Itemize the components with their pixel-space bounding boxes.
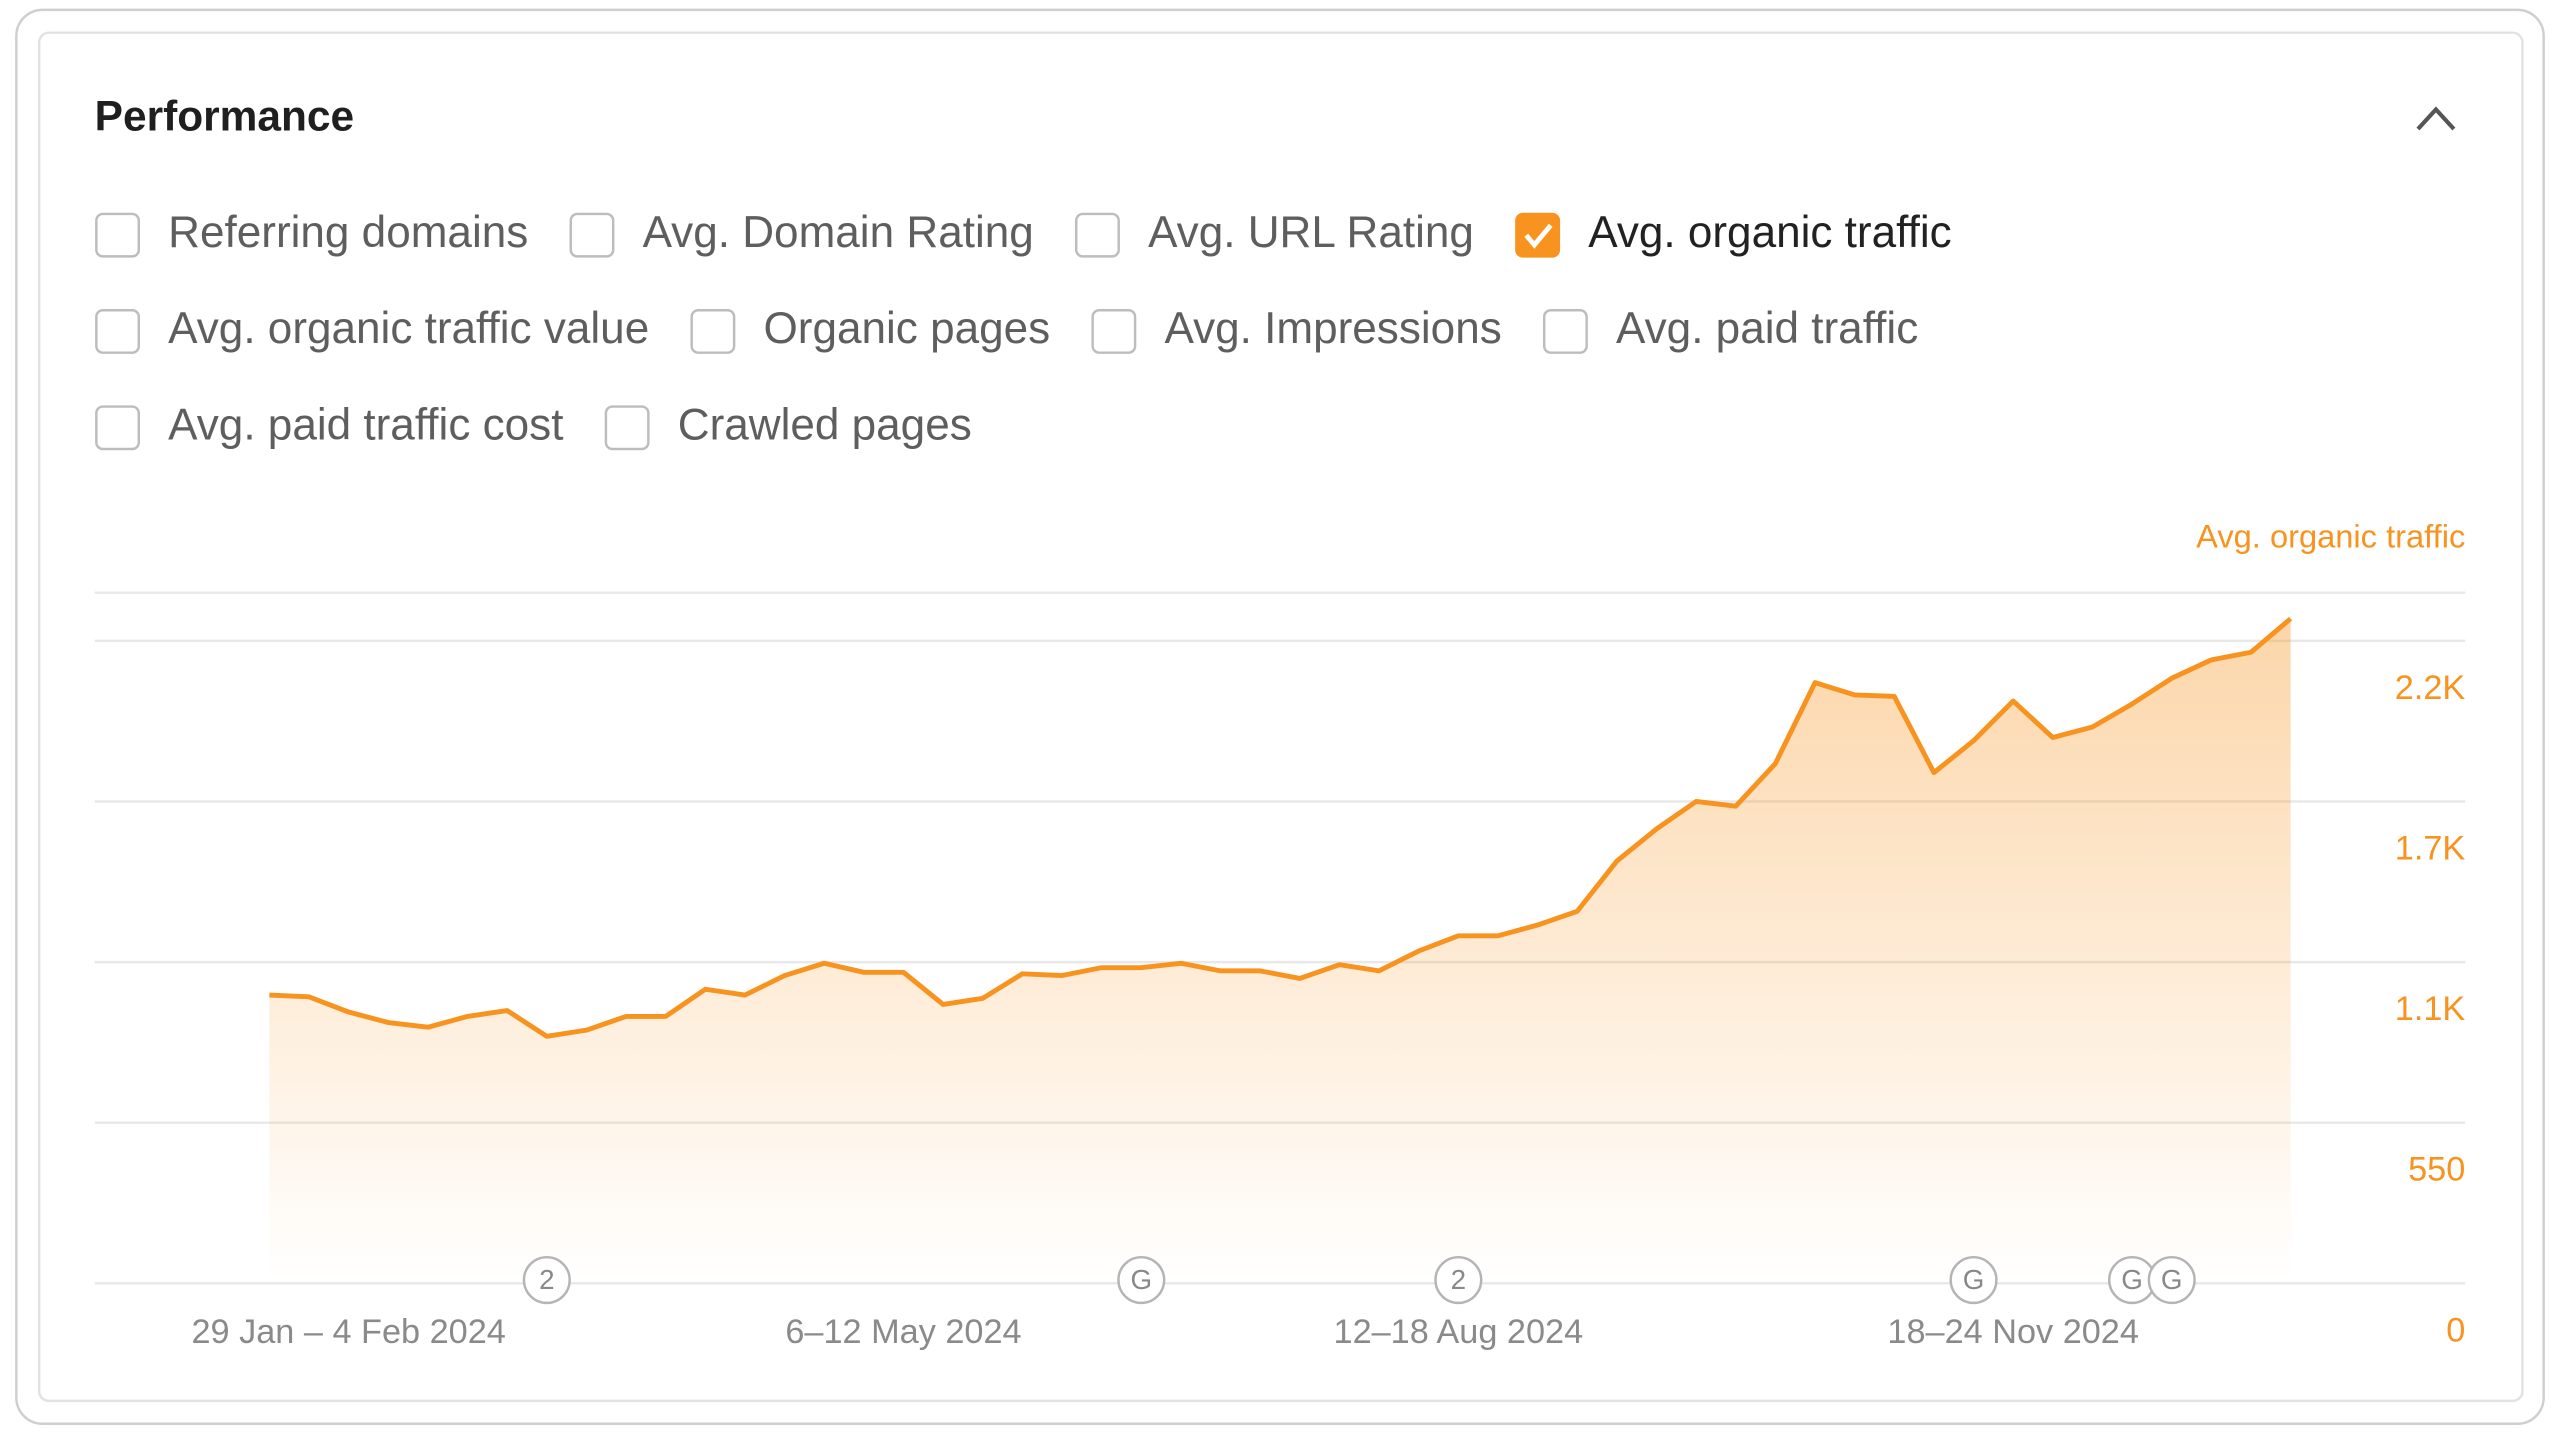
filter-option[interactable]: Avg. paid traffic bbox=[1542, 304, 1918, 354]
event-label[interactable]: 2 bbox=[539, 1264, 554, 1295]
y-tick-label: 1.1K bbox=[2395, 990, 2466, 1028]
checkbox[interactable] bbox=[95, 212, 140, 258]
event-circle[interactable] bbox=[1434, 1255, 1483, 1305]
filter-label[interactable]: Avg. paid traffic cost bbox=[168, 400, 563, 449]
filter-option[interactable]: Crawled pages bbox=[604, 400, 972, 451]
area bbox=[269, 618, 2291, 1284]
filter-label[interactable]: Avg. Impressions bbox=[1164, 304, 1501, 353]
event-label[interactable]: G bbox=[1130, 1264, 1152, 1295]
y-tick-label: 550 bbox=[2408, 1151, 2465, 1189]
checkbox[interactable] bbox=[1075, 212, 1120, 258]
line bbox=[269, 616, 2293, 1039]
x-tick-label: 29 Jan – 4 Feb 2024 bbox=[191, 1313, 505, 1351]
event-circle[interactable] bbox=[1949, 1255, 1998, 1305]
filter-label[interactable]: Referring domains bbox=[168, 208, 528, 257]
x-tick-label: 12–18 Aug 2024 bbox=[1334, 1313, 1584, 1351]
axis-label: Avg. organic traffic bbox=[2196, 517, 2465, 554]
card-title: Performance bbox=[95, 92, 354, 139]
filter-option[interactable]: Avg. Domain Rating bbox=[569, 208, 1034, 258]
event-marker[interactable]: G bbox=[2108, 1255, 2157, 1305]
checkbox[interactable] bbox=[1091, 309, 1137, 354]
event-marker[interactable]: G bbox=[2147, 1255, 2196, 1305]
checkmark bbox=[1524, 223, 1553, 249]
event-circle[interactable] bbox=[522, 1255, 571, 1305]
x-tick-label: 6–12 May 2024 bbox=[785, 1313, 1021, 1351]
y-tick-label: 1.7K bbox=[2395, 830, 2466, 868]
y-tick-label: 0 bbox=[2446, 1311, 2465, 1349]
filter-option[interactable]: Referring domains bbox=[95, 208, 528, 258]
filters: Referring domains Avg. Domain Rating Avg. … bbox=[95, 208, 1952, 451]
filter-option[interactable]: Avg. organic traffic bbox=[1515, 208, 1952, 258]
event-marker[interactable]: G bbox=[1117, 1255, 1166, 1305]
event-circle[interactable] bbox=[1117, 1255, 1166, 1305]
checkbox[interactable] bbox=[95, 309, 140, 354]
event-label[interactable]: 2 bbox=[1451, 1264, 1466, 1295]
event-circle[interactable] bbox=[2147, 1255, 2196, 1305]
checkbox[interactable] bbox=[690, 309, 736, 354]
filter-label[interactable]: Organic pages bbox=[764, 304, 1051, 353]
checkbox[interactable] bbox=[569, 212, 615, 258]
event-marker[interactable]: G bbox=[1949, 1255, 1998, 1305]
filter-label[interactable]: Avg. paid traffic bbox=[1616, 304, 1918, 353]
y-tick-label: 2.2K bbox=[2395, 669, 2466, 707]
checkbox[interactable] bbox=[1542, 309, 1588, 354]
event-marker[interactable]: 2 bbox=[1434, 1255, 1483, 1305]
event-label[interactable]: G bbox=[1963, 1264, 1985, 1295]
filter-label[interactable]: Avg. URL Rating bbox=[1148, 208, 1474, 257]
filter-option[interactable]: Organic pages bbox=[690, 304, 1051, 354]
filter-option[interactable]: Avg. organic traffic value bbox=[95, 304, 649, 354]
event-label[interactable]: G bbox=[2161, 1264, 2183, 1295]
event-marker[interactable]: 2 bbox=[522, 1255, 571, 1305]
chart: 0 550 1.1K 1.7K 2.2K Avg. organic traffic 29 J… bbox=[94, 517, 2466, 1351]
filter-label[interactable]: Avg. Domain Rating bbox=[643, 208, 1034, 257]
filter-label[interactable]: Avg. organic traffic bbox=[1588, 208, 1951, 257]
filter-option[interactable]: Avg. URL Rating bbox=[1075, 208, 1474, 258]
filter-label[interactable]: Avg. organic traffic value bbox=[168, 304, 649, 353]
x-tick-label: 18–24 Nov 2024 bbox=[1887, 1313, 2139, 1351]
collapse-button[interactable] bbox=[2416, 106, 2456, 131]
filter-label[interactable]: Crawled pages bbox=[678, 400, 972, 449]
event-label[interactable]: G bbox=[2121, 1264, 2143, 1295]
checkbox[interactable] bbox=[95, 405, 140, 451]
checkbox[interactable] bbox=[1515, 212, 1561, 258]
filter-option[interactable]: Avg. paid traffic cost bbox=[95, 400, 563, 451]
checkbox[interactable] bbox=[604, 405, 650, 451]
filter-option[interactable]: Avg. Impressions bbox=[1091, 304, 1502, 354]
